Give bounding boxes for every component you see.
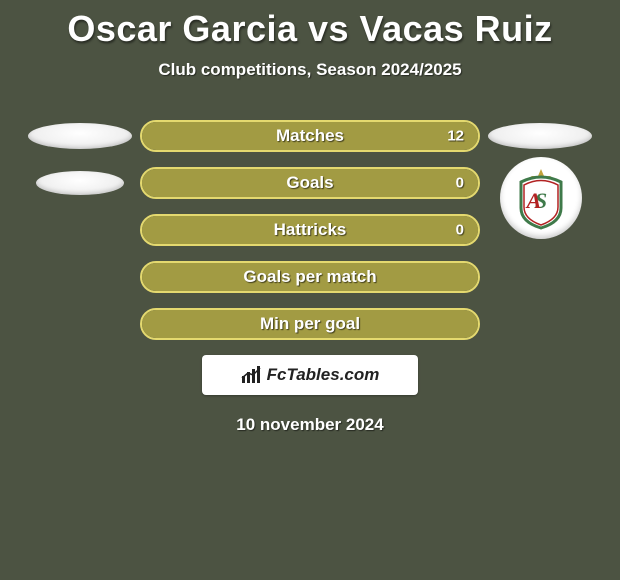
stat-row: Goals per match [0, 261, 620, 293]
bar-right-value: 0 [456, 222, 464, 239]
bar-label: Goals [286, 173, 333, 193]
bar-label: Min per goal [260, 314, 360, 334]
stat-bar: Hattricks 0 [140, 214, 480, 246]
stat-bar: Goals 0 [140, 167, 480, 199]
player-avatar-placeholder [488, 123, 592, 149]
bar-label: Goals per match [243, 267, 376, 287]
branding-label: FcTables.com [267, 365, 380, 385]
bar-right-value: 12 [447, 128, 464, 145]
stat-bar: Matches 12 [140, 120, 480, 152]
bar-label: Matches [276, 126, 344, 146]
stat-row: Matches 12 [0, 120, 620, 152]
stat-row: Min per goal [0, 308, 620, 340]
left-avatar-slot [20, 123, 140, 149]
branding-badge: FcTables.com [202, 355, 418, 395]
stat-bar: Min per goal [140, 308, 480, 340]
stat-bar: Goals per match [140, 261, 480, 293]
comparison-rows: Matches 12 Goals 0 [0, 120, 620, 340]
stat-row: Goals 0 S A [0, 167, 620, 199]
right-avatar-slot [480, 123, 600, 149]
date-text: 10 november 2024 [0, 415, 620, 435]
player-avatar-placeholder [28, 123, 132, 149]
right-avatar-slot: S A [480, 167, 600, 199]
bars-icon [241, 366, 263, 384]
left-avatar-slot [20, 171, 140, 195]
player-avatar-placeholder [36, 171, 124, 195]
page-subtitle: Club competitions, Season 2024/2025 [0, 60, 620, 80]
stat-row: Hattricks 0 [0, 214, 620, 246]
svg-text:A: A [525, 188, 542, 213]
branding-text: FcTables.com [241, 365, 380, 385]
bar-right-value: 0 [456, 175, 464, 192]
page-title: Oscar Garcia vs Vacas Ruiz [0, 8, 620, 50]
bar-label: Hattricks [274, 220, 347, 240]
